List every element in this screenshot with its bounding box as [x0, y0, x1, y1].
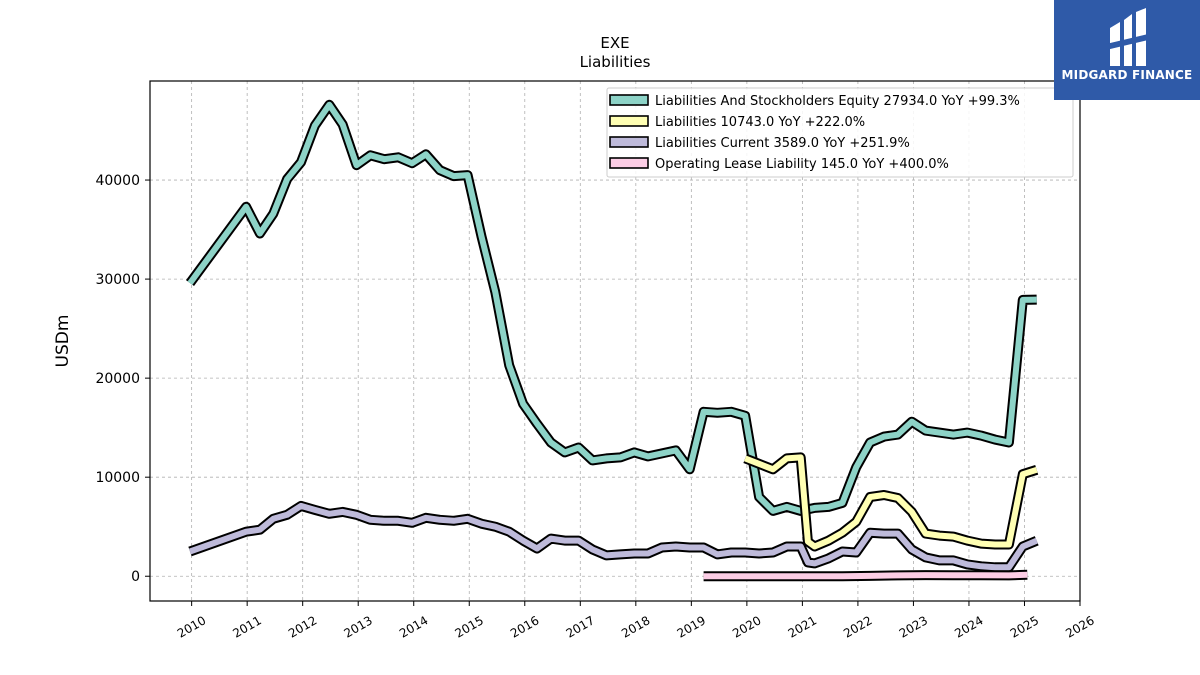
x-tick-label: 2026 [1063, 613, 1096, 640]
x-tick-label: 2011 [230, 613, 263, 640]
x-axis-ticks: 2010 2011 2012 2013 2014 2015 2016 2017 2018 2019… [175, 601, 1097, 641]
x-tick-label: 2018 [619, 613, 652, 640]
x-tick-label: 2022 [841, 613, 874, 640]
x-tick-label: 2013 [341, 613, 374, 640]
legend-swatch [609, 157, 649, 169]
x-tick-label: 2024 [952, 613, 985, 640]
brand-name: MIDGARD FINANCE [1061, 68, 1193, 82]
midgard-logo-icon [1106, 8, 1148, 66]
legend-swatch [609, 94, 649, 106]
x-tick-label: 2014 [397, 613, 430, 640]
y-axis-label: USDm [53, 315, 73, 368]
legend-entry: Liabilities And Stockholders Equity 2793… [655, 94, 1020, 109]
legend-entry: Operating Lease Liability 145.0 YoY +400… [655, 157, 949, 172]
series-layer [185, 99, 1039, 582]
series-line-liabilities-and-stockholders-equity [187, 101, 1037, 514]
x-tick-label: 2019 [675, 613, 708, 640]
y-tick-label: 20000 [95, 371, 140, 387]
series-line-liabilities-current [189, 502, 1038, 571]
x-tick-label: 2023 [897, 613, 930, 640]
legend-box [606, 87, 1074, 178]
legend: Liabilities And Stockholders Equity 2793… [606, 87, 1074, 178]
y-tick-label: 30000 [95, 272, 140, 288]
legend-swatch [609, 115, 649, 127]
brand-logo: MIDGARD FINANCE [1054, 0, 1200, 100]
chart-title: EXE [600, 34, 629, 52]
x-tick-label: 2025 [1008, 613, 1041, 640]
x-tick-label: 2010 [175, 613, 208, 640]
y-tick-label: 10000 [95, 470, 140, 486]
legend-entry: Liabilities 10743.0 YoY +222.0% [655, 115, 865, 130]
legend-swatch [609, 136, 649, 148]
x-tick-label: 2015 [453, 613, 486, 640]
plot-frame [149, 80, 1081, 602]
y-tick-label: 40000 [95, 173, 140, 189]
legend-entry: Liabilities Current 3589.0 YoY +251.9% [655, 136, 910, 151]
x-tick-label: 2021 [786, 613, 819, 640]
x-tick-label: 2012 [286, 613, 319, 640]
series-line-liabilities [744, 454, 1038, 550]
y-axis-ticks: 0 10000 20000 30000 40000 [95, 173, 150, 585]
x-tick-label: 2016 [508, 613, 541, 640]
y-tick-label: 0 [131, 569, 140, 585]
chart-subtitle: Liabilities [580, 53, 651, 71]
x-tick-label: 2020 [730, 613, 763, 640]
series-line-operating-lease-liability [703, 571, 1028, 580]
x-tick-label: 2017 [564, 613, 597, 640]
